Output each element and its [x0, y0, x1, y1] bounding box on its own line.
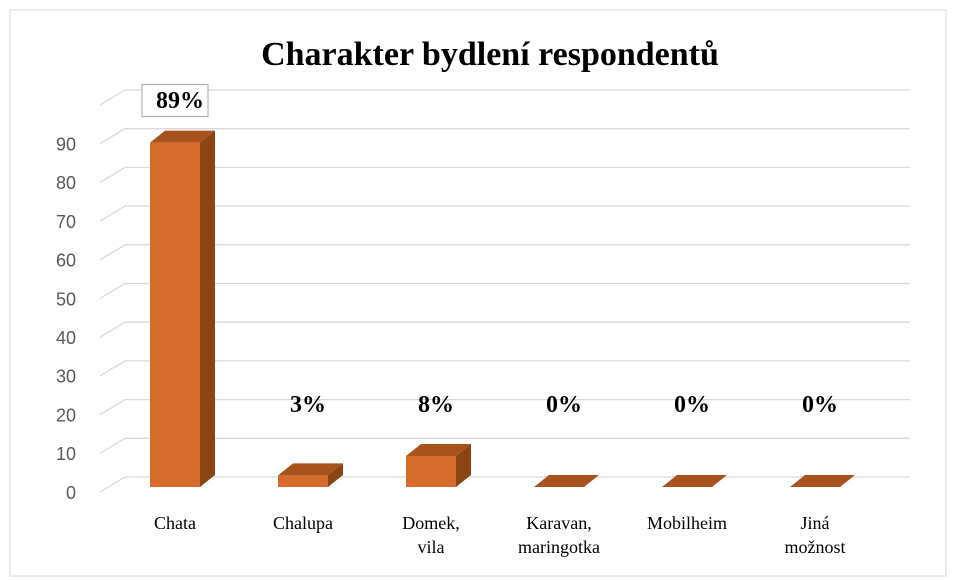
x-tick-label: Chata [154, 513, 196, 533]
chart-title: Charakter bydlení respondentů [261, 36, 719, 73]
data-label: 3% [290, 392, 326, 418]
y-tick-label: 30 [56, 367, 76, 387]
grid-line [99, 321, 910, 338]
y-tick-label: 90 [56, 134, 76, 154]
x-tick-label: Chalupa [273, 513, 333, 533]
y-tick-label: 50 [56, 289, 76, 309]
data-label: 0% [546, 392, 582, 418]
grid-line [99, 476, 910, 493]
bar [662, 475, 727, 487]
bar-side [200, 130, 215, 487]
bar [150, 130, 215, 487]
grid-line [99, 282, 910, 300]
grid-line [99, 244, 910, 261]
x-tick-label: Jiná možnost [785, 513, 846, 557]
bar [534, 475, 599, 487]
grid-line [99, 166, 910, 183]
bar-top [406, 444, 471, 457]
x-tick-label: Karavan, maringotka [518, 513, 600, 557]
y-tick-label: 10 [56, 444, 76, 464]
bar [406, 444, 471, 487]
bar-side [328, 463, 343, 487]
grid-line [99, 128, 910, 145]
data-label: 0% [802, 392, 838, 418]
data-label: 89% [156, 88, 204, 114]
bar [278, 463, 343, 487]
bar-front [150, 142, 200, 487]
bar-top [150, 130, 215, 143]
data-label: 0% [674, 392, 710, 418]
grid-line [99, 360, 910, 377]
bar-front [278, 475, 328, 487]
x-tick-label: Mobilheim [647, 513, 727, 533]
grid-line [99, 89, 910, 106]
y-tick-label: 40 [56, 328, 76, 348]
y-tick-label: 60 [56, 251, 76, 271]
y-tick-label: 0 [66, 483, 76, 503]
bar-side [456, 444, 471, 487]
bar-top [278, 463, 343, 476]
bar-front [406, 456, 456, 487]
bar-top [790, 475, 855, 487]
bar [790, 475, 855, 487]
y-tick-label: 20 [56, 405, 76, 425]
bar-top [662, 475, 727, 487]
grid-line [99, 437, 910, 454]
bar-top [534, 475, 599, 487]
y-tick-label: 70 [56, 212, 76, 232]
y-tick-label: 80 [56, 173, 76, 193]
data-label-box [141, 84, 209, 118]
grid-line [99, 205, 910, 222]
grid-line [99, 398, 910, 416]
data-label: 8% [418, 392, 454, 418]
x-tick-label: Domek, vila [402, 513, 460, 557]
